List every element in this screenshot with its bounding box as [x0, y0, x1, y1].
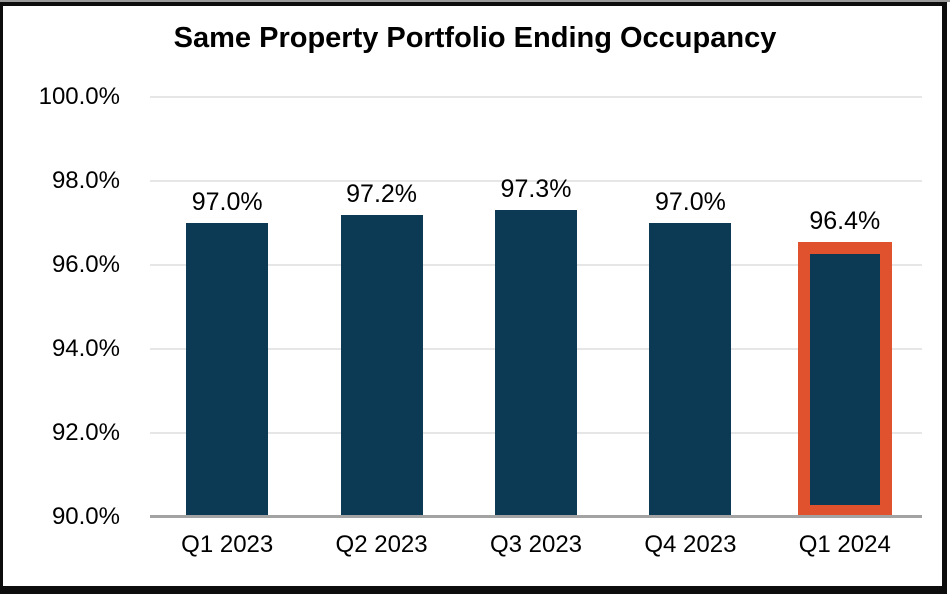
y-axis-tick-label: 100.0% — [38, 83, 120, 110]
x-axis-category-label: Q1 2023 — [181, 531, 274, 558]
bar-value-label: 96.4% — [809, 207, 881, 236]
y-axis-tick-label: 92.0% — [51, 419, 120, 446]
y-axis-tick-label: 98.0% — [51, 167, 120, 194]
x-axis-category-label: Q2 2023 — [335, 531, 428, 558]
bar — [340, 214, 423, 517]
x-axis-category-label: Q1 2024 — [798, 531, 891, 558]
y-axis-tick-label: 96.0% — [51, 251, 120, 278]
bar — [495, 210, 577, 517]
gridline — [150, 96, 922, 98]
top-hairline-divider — [0, 0, 950, 2]
gridline — [150, 180, 922, 182]
x-axis-category-label: Q4 2023 — [644, 531, 737, 558]
highlighted-bar — [797, 242, 892, 517]
bar — [649, 223, 732, 517]
x-axis-category-label: Q3 2023 — [489, 531, 583, 558]
chart-title: Same Property Portfolio Ending Occupancy — [173, 22, 777, 54]
x-axis-line — [150, 515, 922, 518]
bar-value-label: 97.0% — [191, 188, 263, 216]
y-axis-tick-label: 94.0% — [51, 335, 120, 362]
bar-value-label: 97.2% — [346, 179, 418, 208]
bar-value-label: 97.3% — [500, 175, 572, 204]
y-axis-tick-label: 90.0% — [51, 503, 120, 530]
bar-value-label: 97.0% — [654, 188, 726, 216]
bar — [186, 223, 269, 517]
